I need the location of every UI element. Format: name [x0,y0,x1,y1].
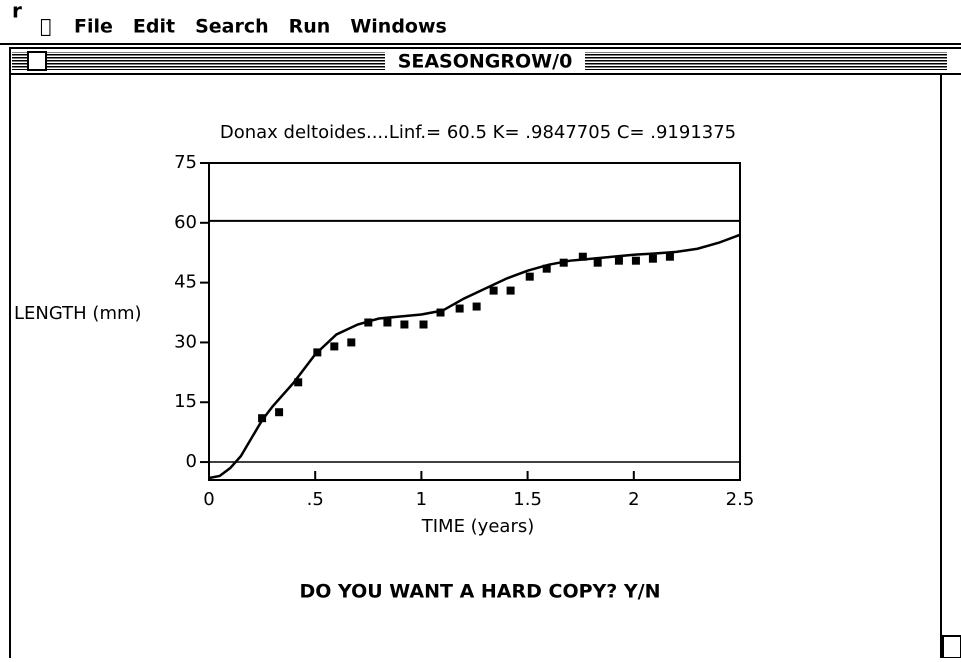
data-point [330,342,339,351]
data-point [542,264,551,273]
menu-item[interactable]: File [74,16,113,38]
data-point [578,252,587,261]
data-point [275,408,284,417]
y-tick-label: 15 [174,391,197,412]
data-point [419,320,428,329]
corner-mark: r [12,0,22,23]
data-point [559,258,568,267]
y-tick-label: 0 [186,451,197,472]
y-tick-label: 60 [174,212,197,233]
menu-item[interactable]: Windows [350,16,447,38]
data-point [489,286,498,295]
plot-frame [208,162,741,481]
menu-item[interactable]: Edit [133,16,175,38]
data-point [400,320,409,329]
data-point [472,302,481,311]
fitted-curve [208,233,741,480]
y-axis-label: LENGTH (mm) [14,303,142,324]
window-title: SEASONGROW/0 [398,51,573,73]
x-axis-label: TIME (years) [421,516,535,537]
data-point [614,256,623,265]
x-tick-label: 2 [628,489,639,510]
data-point [593,258,602,267]
x-tick-label: 1.5 [513,489,542,510]
menu-item[interactable]: Run [289,16,331,38]
menu-bar:  File Edit Search Run Windows [40,16,447,38]
prompt: DO YOU WANT A HARD COPY? Y/N [299,581,660,603]
x-tick-label: 1 [416,489,427,510]
data-point [383,318,392,327]
chart-title: Donax deltoides....Linf.= 60.5 K= .98477… [220,122,736,143]
data-point [364,318,373,327]
chart: Donax deltoides....Linf.= 60.5 K= .98477… [14,122,754,537]
y-tick-label: 45 [174,272,197,293]
apple-menu[interactable]:  [40,16,51,38]
data-point [525,272,534,281]
data-point [648,254,657,263]
title-backing [385,50,585,72]
grow-box[interactable] [942,635,961,659]
data-point [506,286,515,295]
data-point [347,338,356,347]
close-box[interactable] [27,51,47,71]
data-point [313,348,322,357]
data-point [665,252,674,261]
window-frame [9,47,961,662]
x-tick-label: .5 [307,489,324,510]
x-tick-label: 2.5 [726,489,755,510]
data-point [436,308,445,317]
y-tick-label: 75 [174,152,197,173]
data-point [455,304,464,313]
data-point [258,414,267,423]
y-tick-label: 30 [174,331,197,352]
data-point [631,256,640,265]
x-tick-label: 0 [203,489,214,510]
menu-item[interactable]: Search [195,16,269,38]
data-point [294,378,303,387]
